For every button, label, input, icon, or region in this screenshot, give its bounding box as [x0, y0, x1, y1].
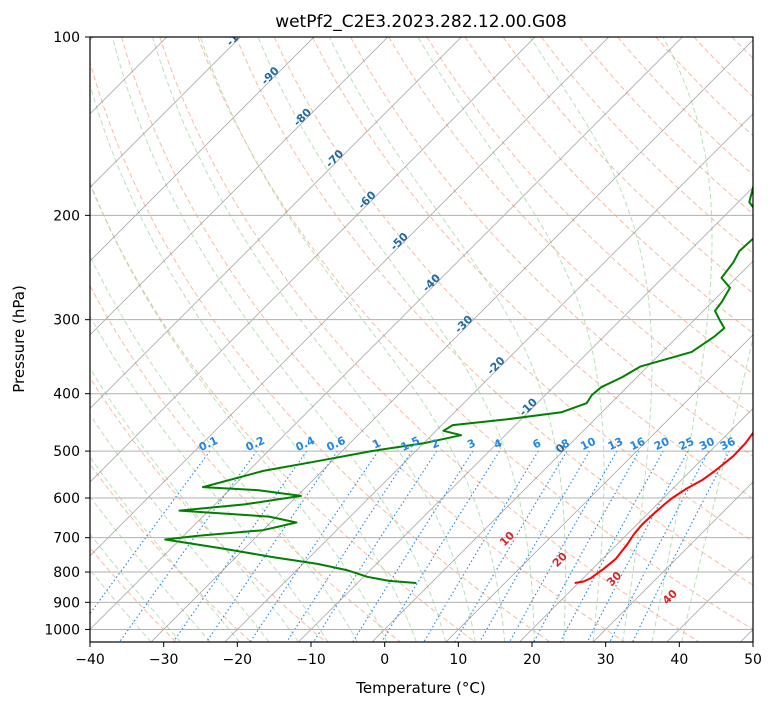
- moist-adiabat-line: [152, 37, 476, 642]
- x-tick-label: −10: [296, 652, 326, 668]
- axes: −40 −30 −20 −10 0 10 20 30 40 50 100 200 300 400 500 60…: [44, 30, 762, 668]
- mixing-ratio-line: [609, 450, 709, 642]
- mixing-ratio-line: [205, 450, 338, 642]
- isotherm-line: [90, 37, 315, 262]
- moist-adiabat-line: [529, 37, 653, 642]
- mixing-ratio-line: [90, 450, 211, 615]
- isotherm-line: [592, 481, 753, 642]
- dry-adiabat-line: [197, 37, 753, 630]
- moist-adiabat-line: [199, 37, 506, 642]
- dry-adiabat-line: [235, 37, 753, 586]
- isotherm-line: [519, 407, 753, 642]
- y-tick-label: 900: [53, 595, 80, 611]
- y-tick-label: 300: [53, 313, 80, 329]
- dry-adiabat-line: [502, 37, 753, 294]
- dry-adiabat-line: [273, 37, 753, 542]
- dry-adiabat-line: [311, 37, 753, 500]
- dry-adiabat-line: [350, 37, 753, 457]
- y-tick-label: 1000: [44, 622, 80, 638]
- x-axis-title: Temperature (°C): [355, 679, 485, 697]
- dry-adiabat-line: [617, 37, 753, 176]
- isotherm-line: [224, 113, 753, 642]
- y-tick-label: 600: [53, 491, 80, 507]
- mixing-ratio-line: [286, 450, 413, 642]
- dry-adiabat-line: [90, 463, 252, 642]
- mixing-ratio-line: [559, 450, 664, 642]
- mixing-ratio-line: [533, 450, 640, 642]
- x-tick-label: 0: [380, 652, 389, 668]
- x-tick-label: 30: [597, 652, 615, 668]
- mixing-ratio-label: 36: [718, 435, 738, 453]
- chart-title: wetPf2_C2E3.2023.282.12.00.G08: [275, 12, 567, 32]
- moist-adiabat-line: [257, 37, 535, 642]
- moist-adiabat-line: [90, 254, 358, 642]
- dry-adiabat-line: [388, 37, 753, 416]
- moist-adiabat-line: [651, 37, 713, 642]
- isotherm-line: [90, 37, 610, 557]
- mixing-ratio-label: 13: [606, 435, 625, 453]
- mixing-ratio-label: 10: [578, 435, 598, 453]
- y-tick-label: 400: [53, 387, 80, 403]
- isotherm-line: [90, 37, 241, 189]
- temperature-profile-line: [574, 431, 753, 584]
- isotherm-line: [90, 37, 462, 410]
- dry-adiabat-line: [90, 183, 476, 642]
- dry-adiabat-line: [121, 37, 625, 642]
- x-tick-label: −30: [149, 652, 179, 668]
- x-tick-label: −40: [75, 652, 105, 668]
- moist-adiabat-line: [417, 37, 605, 642]
- moist-adiabat-line: [90, 181, 388, 642]
- isotherm-line: [371, 260, 753, 642]
- mixing-ratio-label: 20: [652, 435, 672, 453]
- y-tick-label: 500: [53, 444, 80, 460]
- y-tick-label: 100: [53, 30, 80, 46]
- isotherm-line: [445, 334, 753, 642]
- moist-adiabat-line: [328, 37, 566, 642]
- y-tick-label: 700: [53, 531, 80, 547]
- mixing-ratio-label: 30: [697, 435, 717, 453]
- plot-area: [90, 37, 753, 642]
- y-tick-label: 800: [53, 565, 80, 581]
- dry-adiabat-line: [159, 37, 700, 642]
- background-lines: [90, 37, 753, 642]
- line-labels: -100-90-80-70-60-50-40-30-20-1000.10.20.…: [197, 20, 738, 607]
- mixing-ratio-line: [586, 450, 689, 642]
- moist-adiabat-line: [681, 335, 753, 642]
- mixing-ratio-line: [249, 450, 379, 642]
- mixing-ratio-line: [172, 450, 308, 642]
- isotherm-line: [150, 39, 753, 642]
- mixing-ratio-label: 16: [628, 435, 648, 453]
- y-axis-title: Pressure (hPa): [10, 285, 28, 393]
- moist-adiabat-line: [90, 413, 270, 642]
- plot-frame: [89, 36, 754, 643]
- dry-adiabat-line: [540, 37, 753, 254]
- y-tick-label: 200: [53, 208, 80, 224]
- mixing-ratio-label: 25: [677, 435, 696, 453]
- isotherm-line: [90, 37, 389, 336]
- moist-adiabat-line: [90, 456, 240, 642]
- moist-adiabat-line: [112, 37, 447, 642]
- isotherm-line: [90, 37, 536, 483]
- isotherm-label: -100: [224, 20, 253, 49]
- moist-adiabat-line: [90, 82, 417, 642]
- x-tick-label: 20: [523, 652, 541, 668]
- x-tick-label: 10: [449, 652, 467, 668]
- isotherm-line: [298, 186, 753, 642]
- mixing-ratio-line: [509, 450, 618, 642]
- x-tick-label: 50: [744, 652, 762, 668]
- x-tick-label: 40: [670, 652, 688, 668]
- mixing-ratio-line: [632, 450, 730, 642]
- x-tick-label: −20: [223, 652, 253, 668]
- dry-adiabat-line: [90, 284, 401, 642]
- dry-adiabat-line: [90, 60, 551, 642]
- mixing-ratio-line: [479, 450, 591, 642]
